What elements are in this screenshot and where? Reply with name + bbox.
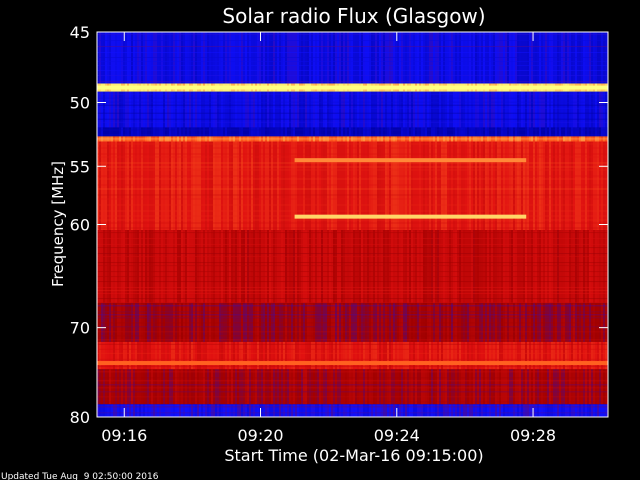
y-tick-label-0: 45 xyxy=(70,23,90,42)
band-3 xyxy=(97,127,608,137)
band-4 xyxy=(97,136,608,142)
update-timestamp: Updated Tue Aug 9 02:50:00 2016 xyxy=(1,472,159,480)
feature-line-0 xyxy=(97,85,608,90)
x-axis-label: Start Time (02-Mar-16 09:15:00) xyxy=(224,446,483,465)
x-tick-label-0: 09:16 xyxy=(101,426,147,445)
chart-title: Solar radio Flux (Glasgow) xyxy=(222,4,485,28)
x-tick-label-2: 09:24 xyxy=(374,426,420,445)
feature-line-3 xyxy=(97,361,608,366)
band-0 xyxy=(97,32,608,84)
y-tick-label-3: 60 xyxy=(70,216,90,235)
x-axis: 09:16 09:20 09:24 09:28 xyxy=(101,32,556,445)
y-tick-label-2: 55 xyxy=(70,157,90,176)
x-tick-label-1: 09:20 xyxy=(237,426,283,445)
y-axis-label: Frequency [MHz] xyxy=(49,161,67,287)
band-2 xyxy=(97,91,608,128)
plot-area xyxy=(97,32,608,417)
y-tick-label-1: 50 xyxy=(70,94,90,113)
band-8 xyxy=(97,341,608,370)
feature-line-2 xyxy=(294,214,527,219)
band-6 xyxy=(97,230,608,304)
y-tick-label-5: 80 xyxy=(70,408,90,427)
band-9 xyxy=(97,369,608,405)
feature-line-1 xyxy=(294,158,527,163)
y-tick-label-4: 70 xyxy=(70,319,90,338)
x-tick-label-3: 09:28 xyxy=(510,426,556,445)
y-axis: 45 50 55 60 70 80 xyxy=(70,23,608,427)
band-7 xyxy=(97,303,608,342)
band-10 xyxy=(97,404,608,417)
